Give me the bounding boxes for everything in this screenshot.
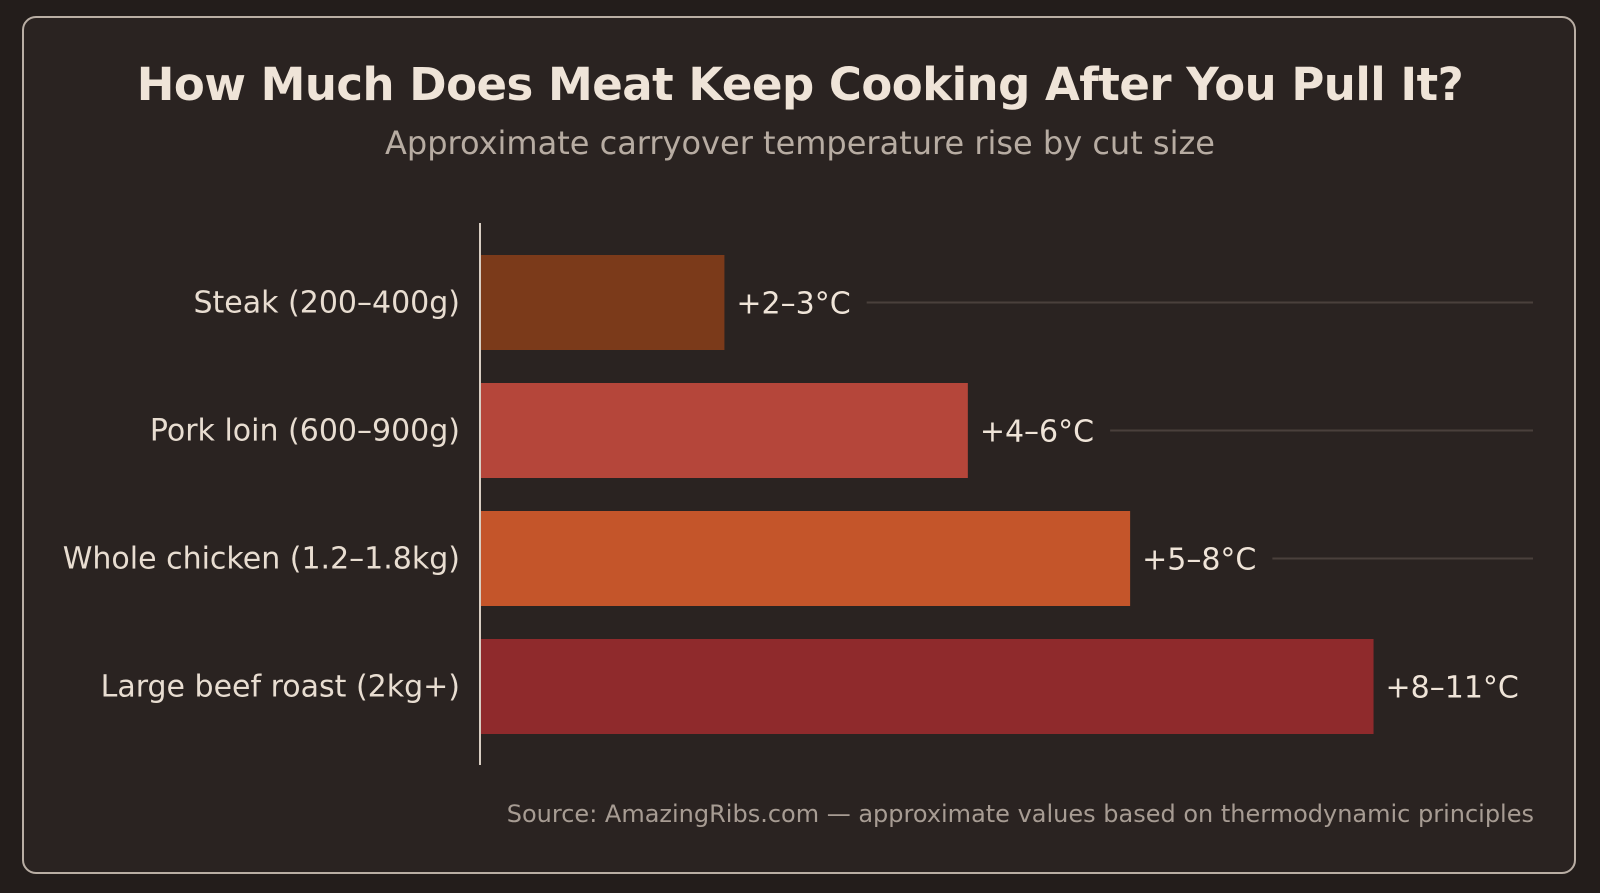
value-label: +2–3°C	[736, 287, 850, 322]
category-label: Pork loin (600–900g)	[150, 414, 460, 449]
source-note: Source: AmazingRibs.com — approximate va…	[506, 800, 1534, 828]
category-label: Whole chicken (1.2–1.8kg)	[63, 542, 460, 577]
category-label: Steak (200–400g)	[193, 286, 460, 321]
value-label: +5–8°C	[1142, 543, 1256, 578]
bar	[481, 255, 725, 350]
bar	[481, 383, 968, 478]
category-label: Large beef roast (2kg+)	[101, 670, 460, 705]
value-label: +8–11°C	[1386, 671, 1519, 706]
bar	[481, 639, 1374, 734]
bar	[481, 511, 1131, 606]
chart-subtitle: Approximate carryover temperature rise b…	[385, 124, 1215, 162]
value-label: +4–6°C	[980, 415, 1094, 450]
chart-title: How Much Does Meat Keep Cooking After Yo…	[136, 58, 1464, 111]
